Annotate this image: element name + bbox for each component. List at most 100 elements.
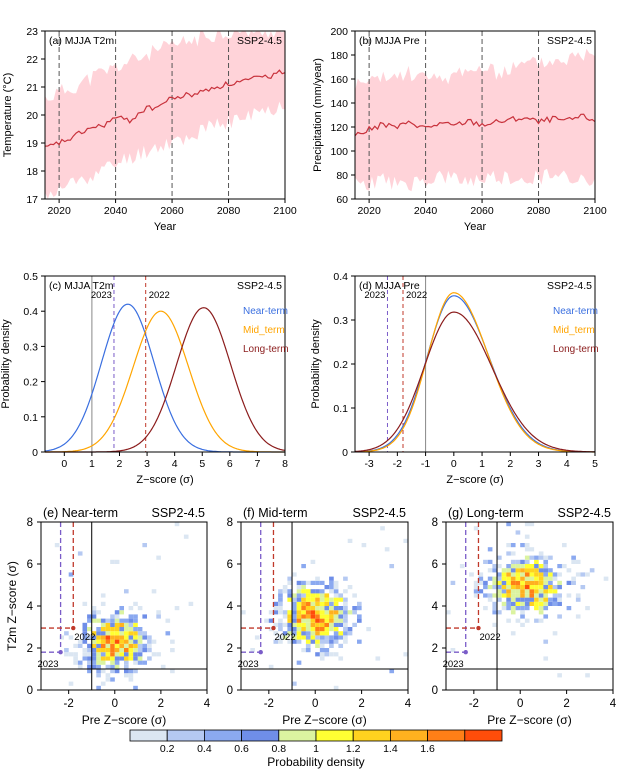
density-cell bbox=[534, 601, 539, 606]
y-tick-label: 140 bbox=[330, 98, 348, 110]
density-cell bbox=[100, 669, 106, 674]
density-cell bbox=[110, 631, 115, 636]
density-cell bbox=[543, 559, 549, 564]
y-tick-label: 0.5 bbox=[23, 271, 38, 283]
density-cell bbox=[292, 627, 297, 632]
y-tick-label: 0.2 bbox=[333, 359, 348, 371]
scenario-label: SSP2-4.5 bbox=[151, 506, 205, 520]
density-cell bbox=[497, 555, 502, 560]
density-cell bbox=[287, 576, 293, 581]
year-2023-label: 2023 bbox=[443, 659, 464, 670]
x-axis-label: Pre Z−score (σ) bbox=[282, 713, 366, 727]
density-cell bbox=[114, 656, 120, 661]
density-cell bbox=[174, 522, 180, 527]
density-cell bbox=[510, 568, 516, 573]
year-2022-marker bbox=[476, 625, 481, 631]
density-cell bbox=[548, 572, 553, 577]
scenario-label: SSP2-4.5 bbox=[547, 35, 592, 47]
density-cell bbox=[543, 614, 549, 619]
density-cell bbox=[473, 589, 479, 594]
density-cell bbox=[501, 568, 507, 573]
panel-d bbox=[351, 275, 596, 456]
density-cell bbox=[315, 576, 320, 581]
density-cell bbox=[305, 589, 311, 594]
scenario-label: SSP2-4.5 bbox=[352, 506, 406, 520]
density-cell bbox=[529, 601, 535, 606]
density-cell bbox=[110, 660, 115, 665]
density-cell bbox=[515, 593, 521, 598]
density-cell bbox=[515, 559, 521, 564]
density-cell bbox=[278, 622, 283, 627]
x-tick-label: 2080 bbox=[527, 205, 551, 217]
density-cell bbox=[543, 555, 549, 560]
density-cell bbox=[557, 614, 562, 619]
density-cell bbox=[478, 589, 484, 594]
density-cell bbox=[82, 622, 88, 627]
density-cell bbox=[100, 627, 106, 632]
density-cell bbox=[124, 631, 129, 636]
y-tick-label: 0.4 bbox=[333, 271, 348, 283]
density-cell bbox=[91, 618, 97, 623]
x-axis-label: Pre Z−score (σ) bbox=[487, 713, 571, 727]
density-cell bbox=[282, 631, 288, 636]
density-cell bbox=[100, 601, 106, 606]
density-cell bbox=[324, 622, 330, 627]
density-cell bbox=[333, 606, 339, 611]
density-cell bbox=[538, 585, 544, 590]
density-cell bbox=[278, 589, 283, 594]
density-cell bbox=[110, 648, 115, 653]
density-cell bbox=[315, 631, 320, 636]
density-cell bbox=[529, 572, 535, 577]
density-cell bbox=[483, 593, 488, 598]
density-cell bbox=[292, 622, 297, 627]
density-cell bbox=[543, 589, 549, 594]
density-cell bbox=[492, 564, 498, 569]
colorbar-swatch bbox=[352, 729, 391, 742]
density-cell bbox=[296, 660, 302, 665]
density-cell bbox=[305, 639, 311, 644]
density-cell bbox=[292, 593, 297, 598]
density-cell bbox=[557, 585, 562, 590]
density-cell bbox=[278, 639, 283, 644]
density-cell bbox=[319, 610, 325, 615]
density-cell bbox=[483, 606, 488, 611]
density-cell bbox=[82, 635, 88, 640]
density-cell bbox=[315, 652, 320, 657]
density-cell bbox=[510, 589, 516, 594]
density-cell bbox=[305, 618, 311, 623]
density-cell bbox=[352, 610, 357, 615]
density-cell bbox=[333, 622, 339, 627]
density-cell bbox=[147, 643, 152, 648]
density-cell bbox=[483, 585, 488, 590]
density-cell bbox=[119, 643, 125, 648]
density-cell bbox=[296, 622, 302, 627]
y-tick-label: 2 bbox=[227, 643, 233, 655]
density-cell bbox=[338, 635, 344, 640]
density-cell bbox=[110, 664, 115, 669]
density-cell bbox=[557, 572, 562, 577]
density-cell bbox=[105, 639, 111, 644]
colorbar-swatch bbox=[389, 729, 428, 742]
uncertainty-band bbox=[355, 48, 595, 192]
density-cell bbox=[278, 601, 283, 606]
density-cell bbox=[506, 618, 511, 623]
density-cell bbox=[133, 614, 138, 619]
density-cell bbox=[87, 635, 92, 640]
density-cell bbox=[538, 555, 544, 560]
density-cell bbox=[534, 585, 539, 590]
density-cell bbox=[543, 639, 549, 644]
scenario-label: SSP2-4.5 bbox=[237, 35, 282, 47]
density-cell bbox=[296, 593, 302, 598]
density-cell bbox=[543, 601, 549, 606]
density-cell bbox=[77, 664, 83, 669]
panel-title: (e) Near-term bbox=[43, 506, 118, 520]
y-tick-label: 23 bbox=[26, 26, 38, 38]
colorbar-swatch bbox=[464, 729, 503, 742]
density-cell bbox=[534, 597, 539, 602]
y-tick-label: 4 bbox=[432, 601, 439, 613]
x-tick-label: 2040 bbox=[414, 205, 438, 217]
year-2022-marker bbox=[71, 625, 76, 631]
density-cell bbox=[347, 627, 353, 632]
density-cell bbox=[142, 635, 148, 640]
